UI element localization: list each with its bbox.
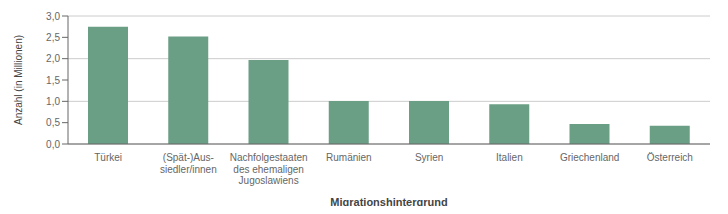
svg-text:Nachfolgestaatendes ehemaligen: Nachfolgestaatendes ehemaligenJugoslawie… <box>230 152 308 186</box>
svg-text:3,0: 3,0 <box>46 11 60 22</box>
svg-text:2,5: 2,5 <box>46 32 60 43</box>
svg-text:Rumänien: Rumänien <box>326 152 372 163</box>
svg-text:Türkei: Türkei <box>94 152 122 163</box>
svg-text:0,5: 0,5 <box>46 117 60 128</box>
svg-text:2,0: 2,0 <box>46 53 60 64</box>
svg-text:1,0: 1,0 <box>46 96 60 107</box>
svg-text:Syrien: Syrien <box>415 152 443 163</box>
svg-text:0,0: 0,0 <box>46 139 60 150</box>
svg-text:Migrationshintergrund: Migrationshintergrund <box>330 196 447 206</box>
svg-text:Griechenland: Griechenland <box>560 152 619 163</box>
svg-text:1,5: 1,5 <box>46 75 60 86</box>
svg-text:Italien: Italien <box>496 152 523 163</box>
svg-text:Österreich: Österreich <box>647 152 693 163</box>
svg-text:(Spät-)Aus-siedler/innen: (Spät-)Aus-siedler/innen <box>160 152 217 175</box>
svg-text:Anzahl (in Millionen): Anzahl (in Millionen) <box>13 35 24 125</box>
